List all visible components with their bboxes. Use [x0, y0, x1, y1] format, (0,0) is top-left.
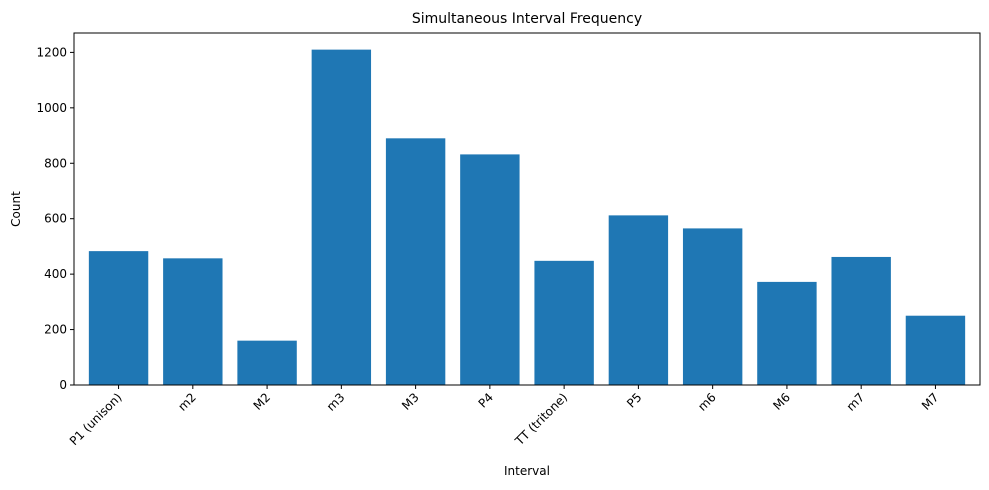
bar — [534, 260, 594, 385]
x-axis: P1 (unison) m2 M2 m3 M3 P4 TT (tritone) P5 m6 M6 m… — [67, 385, 942, 449]
x-tick-label: P5 — [624, 390, 644, 410]
y-tick-label: 200 — [44, 323, 67, 337]
y-tick-label: 800 — [44, 156, 67, 170]
bar — [88, 251, 149, 385]
bar — [460, 154, 520, 385]
bar — [905, 315, 966, 385]
plot-frame — [73, 32, 981, 386]
x-tick-label: M6 — [770, 390, 793, 413]
x-tick-label: m2 — [175, 390, 199, 414]
bar — [385, 138, 446, 385]
x-tick-label: M2 — [251, 390, 274, 413]
y-tick-label: 0 — [59, 378, 67, 392]
bar — [682, 228, 743, 385]
y-tick-label: 1000 — [36, 101, 67, 115]
x-tick-label: P4 — [476, 390, 496, 410]
bar — [311, 49, 372, 386]
y-axis-label: Count — [9, 191, 23, 227]
x-axis-label: Interval — [504, 464, 550, 478]
y-tick-label: 1200 — [36, 45, 67, 59]
x-tick-label: TT (tritone) — [512, 390, 570, 448]
x-tick-label: M3 — [399, 390, 422, 413]
x-tick-label: m6 — [695, 390, 719, 414]
bar — [757, 281, 817, 385]
x-tick-label: m3 — [324, 390, 348, 414]
x-tick-label: M7 — [919, 390, 942, 413]
bar — [163, 258, 223, 385]
bar — [831, 256, 891, 385]
y-axis: 0 200 400 600 800 1000 1200 — [36, 45, 74, 392]
x-tick-label: m7 — [844, 390, 868, 414]
bar — [608, 215, 669, 385]
chart-title: Simultaneous Interval Frequency — [412, 11, 642, 27]
bar — [237, 340, 297, 385]
y-tick-label: 600 — [44, 212, 67, 226]
bars-group — [88, 49, 966, 386]
x-tick-label: P1 (unison) — [67, 390, 125, 448]
y-tick-label: 400 — [44, 267, 67, 281]
